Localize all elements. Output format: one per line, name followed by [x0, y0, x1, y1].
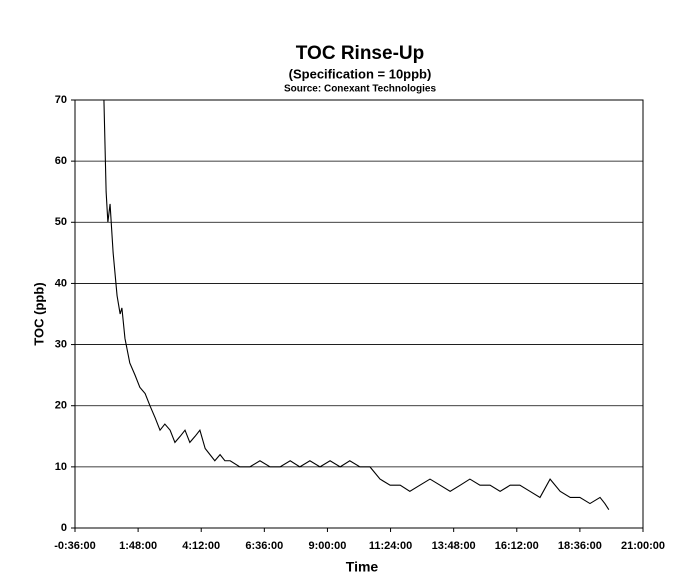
y-tick-label: 70 — [55, 94, 67, 106]
x-tick-label: 13:48:00 — [432, 540, 476, 552]
y-tick-label: 20 — [55, 400, 67, 412]
x-tick-label: 16:12:00 — [495, 540, 539, 552]
x-tick-label: 6:36:00 — [245, 540, 283, 552]
x-tick-label: 9:00:00 — [308, 540, 346, 552]
y-tick-label: 40 — [55, 277, 67, 289]
y-tick-label: 0 — [61, 522, 67, 534]
y-tick-label: 30 — [55, 338, 67, 350]
chart-subtitle: (Specification = 10ppb) — [289, 66, 432, 81]
chart-source: Source: Conexant Technologies — [284, 84, 436, 95]
y-tick-label: 60 — [55, 155, 67, 167]
x-axis-label: Time — [346, 559, 379, 575]
y-axis-label: TOC (ppb) — [31, 282, 46, 345]
y-tick-label: 10 — [55, 461, 67, 473]
data-line — [103, 99, 610, 510]
x-tick-label: 11:24:00 — [369, 540, 412, 552]
x-tick-label: 18:36:00 — [558, 540, 602, 552]
y-tick-label: 50 — [55, 216, 67, 228]
chart-title: TOC Rinse-Up — [296, 43, 424, 64]
plot-frame — [74, 99, 644, 529]
x-tick-label: -0:36:00 — [54, 540, 96, 552]
x-tick-label: 21:00:00 — [621, 540, 665, 552]
x-tick-label: 1:48:00 — [119, 540, 157, 552]
x-tick-label: 4:12:00 — [182, 540, 220, 552]
